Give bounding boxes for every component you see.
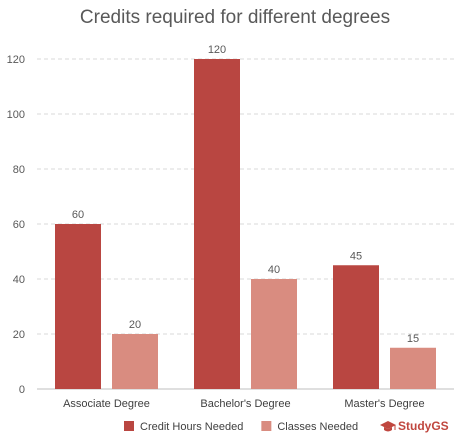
y-tick-label: 0 [19,384,25,396]
data-label: 40 [268,264,280,276]
chart-title: Credits required for different degrees [80,7,390,28]
bars: 60 20 120 40 45 15 [55,44,436,389]
bar [251,279,297,389]
legend: Credit Hours Needed Classes Needed [124,421,358,433]
data-label: 15 [407,333,419,345]
x-axis-categories: Associate Degree Bachelor's Degree Master'… [63,398,425,410]
y-tick-label: 100 [7,109,25,121]
bar [390,347,436,389]
y-tick-label: 40 [13,274,25,286]
brand-logo: StudyGS [380,419,449,433]
legend-swatch [124,421,134,431]
legend-entry: Classes Needed [277,421,358,433]
bar [112,334,158,389]
y-tick-label: 80 [13,164,25,176]
bar [55,224,101,389]
y-tick-label: 20 [13,329,25,341]
brand-name: StudyGS [398,419,449,433]
graduation-cap-icon [380,421,396,432]
y-axis-ticks: 0 20 40 60 80 100 120 [7,54,25,396]
data-label: 20 [129,319,141,331]
category-label: Master's Degree [344,398,424,410]
category-label: Associate Degree [63,398,150,410]
legend-entry: Credit Hours Needed [140,421,243,433]
bar [194,59,240,389]
data-label: 120 [208,44,226,56]
y-tick-label: 120 [7,54,25,66]
category-label: Bachelor's Degree [200,398,290,410]
y-tick-label: 60 [13,219,25,231]
bar [333,265,379,389]
data-label: 60 [72,209,84,221]
data-label: 45 [350,250,362,262]
legend-swatch [261,421,272,431]
